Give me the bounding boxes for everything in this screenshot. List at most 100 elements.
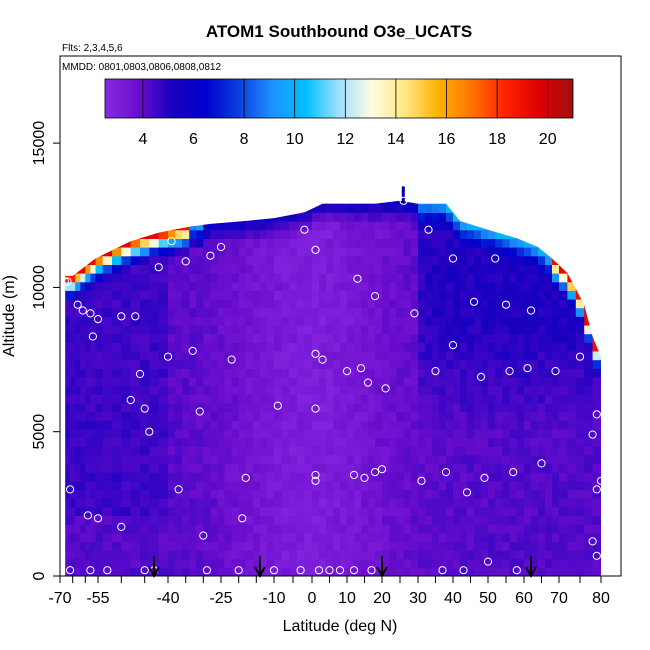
heatmap-cell (85, 273, 91, 283)
heatmap-cell (531, 420, 539, 430)
heatmap-cell (474, 385, 482, 395)
heatmap-cell (95, 558, 104, 568)
heatmap-cell (425, 342, 433, 352)
heatmap-cell (567, 350, 577, 361)
heatmap-cell (203, 541, 211, 551)
heatmap-cell (245, 567, 254, 577)
heatmap-cell (488, 463, 496, 473)
heatmap-cell (382, 558, 390, 568)
heatmap-cell (509, 255, 518, 265)
heatmap-cell (289, 200, 298, 205)
heatmap-cell (516, 376, 525, 387)
heatmap-cell (224, 221, 233, 231)
heatmap-cell (203, 420, 211, 430)
heatmap-cell (296, 402, 305, 413)
heatmap-cell (382, 264, 390, 274)
heatmap-cell (65, 342, 71, 352)
heatmap-cell (75, 567, 81, 577)
heatmap-cell (453, 264, 461, 274)
heatmap-cell (274, 255, 283, 265)
heatmap-cell (418, 273, 426, 283)
heatmap-cell (231, 324, 240, 335)
heatmap-cell (140, 515, 150, 525)
heatmap-cell (296, 428, 305, 439)
heatmap-cell (259, 472, 268, 482)
heatmap-cell (592, 342, 602, 352)
heatmap-cell (112, 385, 122, 395)
heatmap-cell (396, 281, 405, 291)
heatmap-cell (474, 221, 482, 231)
heatmap-cell (217, 394, 226, 404)
heatmap-cell (304, 567, 313, 577)
heatmap-cell (389, 498, 397, 508)
heatmap-cell (439, 359, 447, 369)
heatmap-cell (121, 558, 132, 568)
heatmap-cell (70, 498, 76, 508)
heatmap-cell (446, 472, 454, 482)
heatmap-cell (175, 238, 183, 248)
heatmap-cell (516, 489, 525, 499)
heatmap-cell (361, 446, 369, 456)
heatmap-cell (410, 238, 419, 248)
heatmap-cell (354, 203, 362, 213)
heatmap-cell (584, 359, 594, 369)
heatmap-cell (65, 238, 71, 248)
heatmap-cell (281, 307, 290, 317)
heatmap-cell (559, 506, 568, 516)
heatmap-cell (531, 541, 539, 551)
heatmap-cell (347, 273, 355, 283)
heatmap-cell (158, 247, 169, 257)
heatmap-cell (121, 411, 132, 421)
heatmap-cell (567, 489, 577, 499)
x-tick-label: 20 (373, 590, 391, 607)
heatmap-cell (361, 558, 369, 568)
heatmap-cell (418, 350, 426, 361)
sample-point (273, 401, 282, 410)
heatmap-cell (425, 203, 433, 213)
heatmap-cell (584, 498, 594, 508)
heatmap-cell (70, 324, 76, 335)
heatmap-cell (481, 524, 489, 534)
heatmap-cell (149, 515, 160, 525)
heatmap-cell (289, 238, 298, 248)
heatmap-cell (584, 316, 594, 326)
heatmap-cell (168, 446, 176, 456)
heatmap-cell (584, 550, 594, 560)
heatmap-cell (375, 333, 383, 343)
heatmap-cell (158, 255, 169, 265)
heatmap-cell (196, 454, 204, 465)
heatmap-cell (575, 247, 585, 257)
heatmap-cell (259, 515, 268, 525)
heatmap-cell (319, 524, 327, 534)
heatmap-cell (281, 567, 290, 577)
heatmap-cell (319, 420, 327, 430)
heatmap-cell (312, 411, 320, 421)
heatmap-cell (347, 541, 355, 551)
heatmap-cell (333, 221, 341, 231)
heatmap-cell (368, 558, 376, 568)
heatmap-cell (340, 437, 348, 447)
heatmap-cell (319, 298, 327, 309)
heatmap-cell (425, 385, 433, 395)
heatmap-cell (446, 428, 454, 439)
heatmap-cell (432, 524, 440, 534)
heatmap-cell (231, 229, 240, 239)
heatmap-cell (418, 498, 426, 508)
heatmap-cell (524, 515, 532, 525)
heatmap-cell (502, 506, 511, 516)
heatmap-cell (467, 489, 475, 499)
heatmap-cell (488, 316, 496, 326)
heatmap-cell (210, 532, 219, 542)
heatmap-cell (347, 307, 355, 317)
heatmap-cell (224, 446, 233, 456)
heatmap-cell (158, 385, 169, 395)
heatmap-cell (140, 402, 150, 413)
heatmap-cell (333, 368, 341, 378)
heatmap-cell (474, 454, 482, 465)
heatmap-cell (224, 333, 233, 343)
heatmap-cell (182, 273, 190, 283)
heatmap-cell (196, 506, 204, 516)
heatmap-cell (552, 238, 560, 248)
heatmap-cell (340, 515, 348, 525)
heatmap-cell (432, 359, 440, 369)
